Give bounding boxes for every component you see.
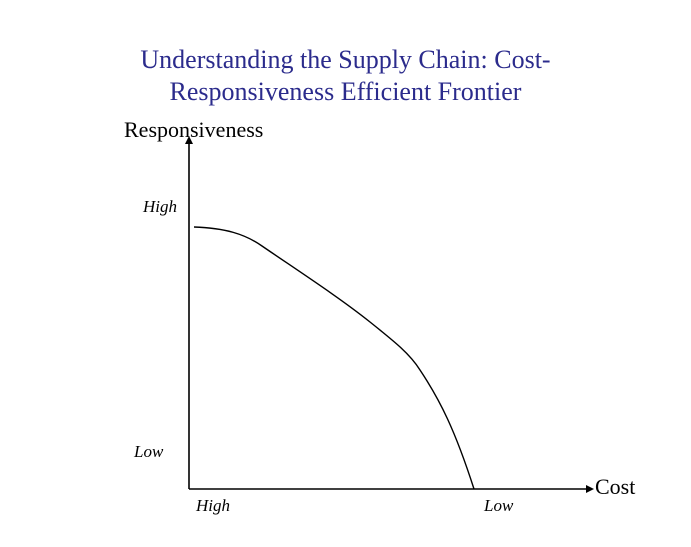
efficient-frontier-curve (193, 226, 475, 490)
x-tick-low: Low (484, 496, 514, 515)
slide-title: Understanding the Supply Chain: Cost- Re… (0, 44, 691, 108)
y-axis-label: Responsiveness (124, 117, 264, 142)
slide-title-line-2: Responsiveness Efficient Frontier (169, 77, 522, 106)
slide-title-line-1: Understanding the Supply Chain: Cost- (140, 45, 551, 74)
x-axis-label: Cost (595, 474, 636, 499)
y-tick-low: Low (134, 442, 164, 461)
x-tick-high: High (196, 496, 230, 515)
y-tick-high: High (143, 197, 177, 216)
